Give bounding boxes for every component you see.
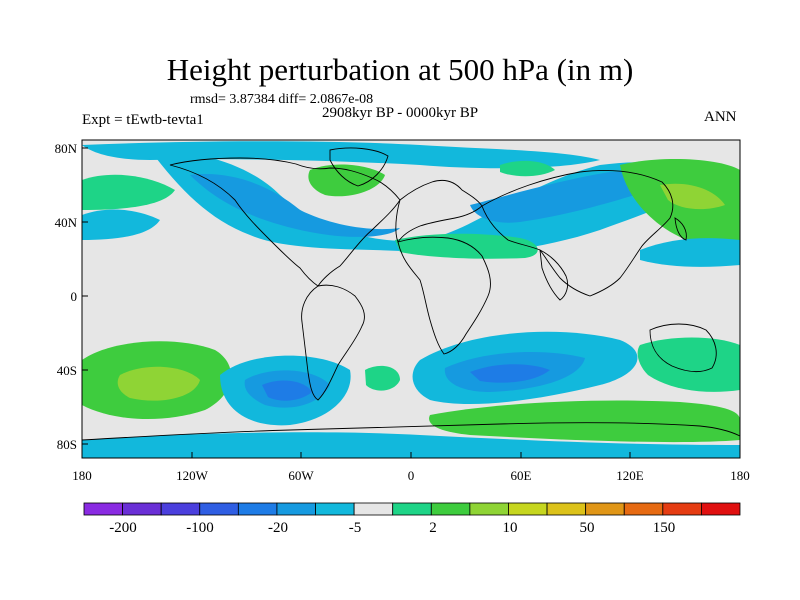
y-label-0: 0 <box>71 289 78 304</box>
contour-blue-north-pacific <box>82 209 160 240</box>
contour-green-north-atlantic <box>500 160 555 177</box>
colorbar-label-neg20: -20 <box>268 520 288 536</box>
colorbar-label-10: 10 <box>503 520 518 536</box>
colorbar-swatch <box>160 502 201 516</box>
x-labels: 180 120W 60W 0 60E 120E 180 <box>72 468 750 483</box>
coast-antarctica <box>82 422 740 441</box>
y-label-40s: 40S <box>57 363 77 378</box>
colorbar-swatch <box>469 502 509 516</box>
coast-north-america <box>169 157 401 287</box>
x-label-180e: 180 <box>730 468 750 483</box>
contour-blue-antarctic <box>82 432 740 458</box>
contour-blue-north-core <box>190 174 400 237</box>
x-axis <box>81 452 741 458</box>
season-label: ANN <box>704 109 737 125</box>
colorbar-swatch <box>662 502 702 516</box>
x-label-120w: 120W <box>176 468 209 483</box>
contour-yellow-south-pacific <box>117 366 200 401</box>
y-label-40n: 40N <box>55 215 78 230</box>
colorbar-label-neg100: -100 <box>186 520 214 536</box>
colorbar-swatch <box>122 502 162 516</box>
x-label-60w: 60W <box>288 468 314 483</box>
colorbar-swatch <box>83 502 123 516</box>
colorbar-swatch <box>237 502 278 516</box>
contour-green-northwest-pacific <box>620 158 740 260</box>
contour-green-core-nw-pacific <box>660 183 725 210</box>
contour-green-southern-ocean <box>429 400 740 443</box>
contour-green-australia <box>637 337 740 392</box>
colorbar-label-neg5: -5 <box>349 520 362 536</box>
colorbar-label-150: 150 <box>653 520 676 536</box>
colorbar-label-neg200: -200 <box>109 520 137 536</box>
coast-africa <box>397 236 491 355</box>
colorbar-swatch <box>353 502 394 516</box>
coast-india <box>539 249 569 301</box>
x-label-120e: 120E <box>616 468 644 483</box>
contour-blue-eurasia <box>470 171 653 223</box>
contour-green-sahara <box>395 233 538 259</box>
contour-green-north-pacific <box>82 174 175 210</box>
y-label-80s: 80S <box>57 437 77 452</box>
colorbar <box>83 502 741 516</box>
coast-greenland <box>329 147 389 187</box>
experiment-label: Expt = tEwtb-tevta1 <box>82 112 204 128</box>
x-label-180w: 180 <box>72 468 92 483</box>
colorbar-label-2: 2 <box>429 520 437 536</box>
x-label-0: 0 <box>408 468 415 483</box>
contour-blue-arctic <box>82 141 600 169</box>
colorbar-swatch <box>276 502 316 516</box>
period-subtitle: 2908kyr BP - 0000kyr BP <box>322 105 479 121</box>
coast-asia <box>481 170 674 297</box>
y-label-80n: 80N <box>55 141 78 156</box>
contour-deep-blue-south-america <box>262 380 312 401</box>
x-label-60e: 60E <box>511 468 532 483</box>
colorbar-labels: -200 -100 -20 -5 2 10 50 150 <box>109 520 675 536</box>
contour-blue-north-america <box>150 150 700 254</box>
colorbar-swatch <box>315 502 355 516</box>
colorbar-swatch <box>392 502 432 516</box>
y-labels: 80N 40N 0 40S 80S <box>55 141 78 452</box>
y-axis <box>82 147 88 445</box>
coast-south-america <box>301 284 365 401</box>
colorbar-swatch <box>623 502 664 516</box>
contour-fill-layer <box>82 141 740 458</box>
contour-blue-kuroshio <box>640 238 740 267</box>
colorbar-label-50: 50 <box>580 520 595 536</box>
coastlines <box>82 147 740 441</box>
map-title: Height perturbation at 500 hPa (in m) <box>166 52 634 87</box>
colorbar-swatch <box>508 502 548 516</box>
coast-japan <box>674 217 687 241</box>
map-panel <box>81 139 741 459</box>
contour-deep-blue-south-indian <box>470 364 550 383</box>
coast-australia <box>649 323 717 373</box>
colorbar-swatch <box>585 502 625 516</box>
colorbar-swatch <box>546 502 587 516</box>
colorbar-swatch <box>701 502 741 516</box>
colorbar-swatch <box>430 502 471 516</box>
colorbar-swatch <box>199 502 239 516</box>
contour-green-south-atlantic <box>365 365 400 391</box>
stats-subtitle: rmsd= 3.87384 diff= 2.0867e-08 <box>190 92 374 107</box>
coast-europe <box>395 179 483 243</box>
